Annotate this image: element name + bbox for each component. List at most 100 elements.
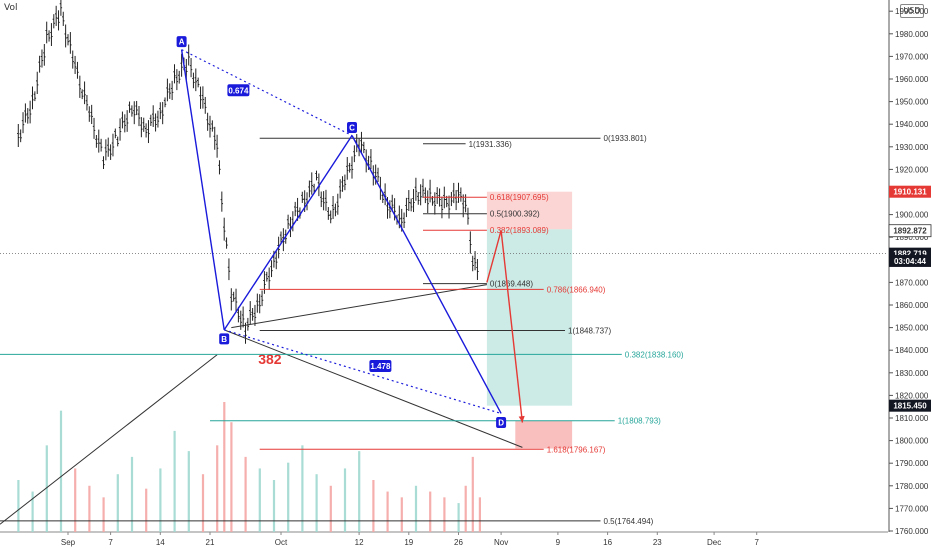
volume-bar [88, 485, 91, 532]
price-tick-label: 1760.000 [895, 527, 929, 536]
time-tick-label: 14 [156, 538, 165, 547]
price-tick-label: 1890.000 [895, 233, 929, 242]
fib-level-label: 0.5(1900.392) [490, 210, 540, 219]
price-badge-label: 03:04:44 [894, 257, 927, 266]
ratio-label: 0.674 [228, 86, 249, 95]
price-tick-label: 1810.000 [895, 414, 929, 423]
profit-zone [486, 229, 573, 406]
volume-bar [187, 451, 190, 532]
abcd-pattern[interactable]: 0.674 1.478 A B C D [176, 36, 525, 428]
point-label-d: D [498, 418, 504, 427]
fib-level-label: 1(1808.793) [618, 417, 661, 426]
point-label-a: A [179, 38, 185, 47]
point-badge-a [176, 36, 187, 48]
volume-bar [343, 468, 347, 532]
volume-bar [159, 468, 162, 532]
fib-level-label: 1.618(1796.167) [547, 445, 606, 454]
volume-bar [216, 445, 219, 532]
fib-level-label: 0.786(1866.940) [547, 285, 606, 294]
volume-bar [130, 456, 134, 532]
volume-bar [173, 430, 176, 532]
trend-lines[interactable]: 382 [0, 284, 523, 525]
price-tick-label: 1850.000 [895, 324, 929, 333]
fib-level-label: 1(1931.336) [469, 140, 512, 149]
volume-bar [102, 497, 105, 532]
point-badge-c [347, 122, 357, 133]
volume-bar [315, 474, 318, 532]
projection-path [486, 230, 502, 283]
point-badge-d [496, 416, 507, 428]
volume-bars [17, 402, 481, 532]
pattern-leg [351, 135, 502, 414]
price-candles [0, 0, 888, 344]
volume-bar [201, 474, 205, 532]
volume-bar [372, 480, 375, 532]
time-tick-label: 23 [653, 538, 662, 547]
price-tick-label: 1900.000 [895, 211, 929, 220]
volume-label: Vol [4, 3, 18, 13]
volume-bar [272, 480, 276, 532]
volume-bar [59, 410, 63, 532]
price-badge [888, 224, 932, 238]
projection-arrowhead [518, 415, 525, 423]
time-tick-label: 7 [108, 538, 113, 547]
price-badge-label: 1910.131 [893, 188, 927, 197]
price-tick-label: 1940.000 [895, 120, 929, 129]
currency-badge[interactable]: USD [900, 4, 924, 18]
price-tick-label: 1950.000 [895, 98, 929, 107]
price-badge-label: 1882.719 [893, 250, 927, 259]
price-tick-label: 1790.000 [895, 459, 929, 468]
point-label-b: B [221, 335, 227, 344]
time-axis: Sep 7 14 21 Oct 12 19 26 Nov 9 16 23 Dec 7 [0, 531, 888, 547]
pattern-ratio-line [181, 49, 353, 137]
time-tick-label: 19 [404, 538, 413, 547]
price-tick-label: 1840.000 [895, 346, 929, 355]
time-tick-label: 7 [754, 538, 759, 547]
ratio-badge [227, 84, 250, 97]
time-tick-label: Nov [494, 538, 508, 547]
volume-bar [478, 497, 481, 532]
point-badge-b [219, 333, 230, 345]
volume-bar [74, 468, 77, 532]
annotation-382: 382 [258, 351, 282, 367]
time-tick-label: 21 [206, 538, 215, 547]
time-tick-label: Dec [707, 538, 721, 547]
volume-bar [230, 422, 233, 532]
volume-bar [244, 456, 247, 532]
price-tick-label: 1990.000 [895, 7, 929, 16]
time-tick-label: Sep [61, 538, 76, 547]
fib-level-label: 0(1933.801) [604, 134, 647, 143]
fib-level-label: 1(1848.737) [568, 326, 611, 335]
price-tick-label: 1970.000 [895, 52, 929, 61]
volume-bar [386, 491, 389, 532]
price-tick-label: 1930.000 [895, 143, 929, 152]
price-tick-label: 1800.000 [895, 437, 929, 446]
pattern-leg [180, 49, 225, 330]
volume-bar [17, 480, 20, 532]
point-label-c: C [349, 124, 355, 133]
volume-bar [258, 468, 261, 532]
short-position-tool[interactable] [486, 191, 573, 449]
price-tick-label: 1860.000 [895, 301, 929, 310]
price-tick-label: 1980.000 [895, 30, 929, 39]
rising-trendline [0, 354, 218, 525]
volume-bar [358, 451, 361, 532]
price-badge [889, 399, 931, 412]
target-zone [515, 420, 573, 449]
volume-bar [414, 485, 418, 532]
ratio-badge [369, 360, 392, 373]
volume-bar [400, 497, 403, 532]
falling-trendline [224, 329, 523, 448]
price-tick-label: 1870.000 [895, 278, 929, 287]
fib-level-label: 0.618(1907.695) [490, 193, 549, 202]
volume-bar [287, 462, 290, 532]
price-badge-label: 1815.450 [893, 402, 927, 411]
pattern-leg [223, 135, 353, 331]
price-tick-label: 1820.000 [895, 391, 929, 400]
price-badge [889, 185, 931, 198]
time-tick-label: 16 [603, 538, 612, 547]
fib-levels[interactable]: 0(1933.801) 1(1931.336) 0.618(1907.695) 0.5… [0, 134, 684, 526]
time-tick-label: Oct [275, 538, 288, 547]
